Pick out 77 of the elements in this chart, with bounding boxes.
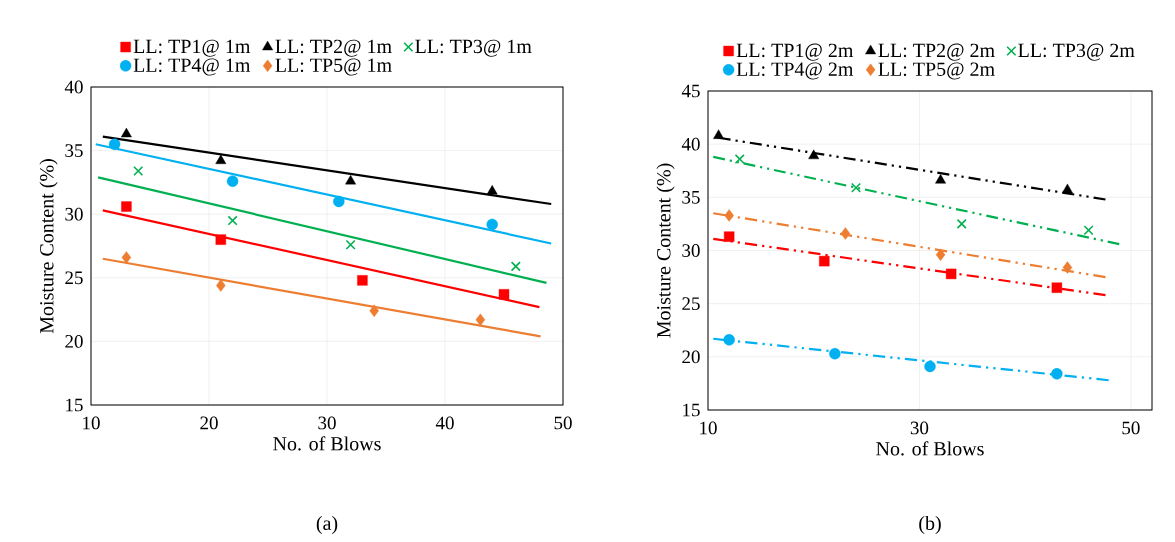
point — [1051, 282, 1063, 293]
x-tick-label: 30 — [910, 421, 929, 435]
x-tick-label: 50 — [554, 416, 572, 430]
y-tick-label: 25 — [65, 271, 83, 285]
point — [215, 154, 227, 164]
y-tick-label: 15 — [66, 398, 83, 412]
x-tick-label: 30 — [318, 416, 336, 430]
legend-label: LL: TP4@ 1m — [133, 58, 251, 76]
legend-label: LL: TP3@ 1m — [415, 39, 532, 57]
point — [840, 227, 851, 240]
point — [723, 231, 735, 242]
y-tick-label: 25 — [682, 297, 700, 311]
point — [345, 239, 356, 250]
point — [227, 215, 238, 226]
point — [108, 138, 121, 150]
x-tick-label: 10 — [700, 421, 717, 435]
point — [734, 154, 745, 165]
point — [808, 149, 820, 160]
point — [498, 289, 510, 300]
point — [956, 218, 967, 229]
y-tick-label: 30 — [65, 207, 83, 221]
text: (b) — [919, 515, 941, 535]
point — [945, 268, 957, 280]
y-tick-label: 30 — [682, 244, 700, 257]
point — [121, 127, 132, 138]
point — [924, 360, 936, 373]
x-tick-label: 20 — [200, 416, 218, 430]
legend-label: LL: TP4@ 2m — [736, 62, 854, 80]
point — [850, 182, 862, 193]
point — [226, 175, 239, 187]
legend-label: LL: TP5@ 1m — [275, 58, 392, 76]
point — [133, 165, 144, 176]
legend-label: LL: TP1@ 1m — [133, 39, 251, 57]
point — [829, 347, 841, 360]
x-axis-title: No. of Blows — [876, 441, 984, 456]
point — [510, 261, 521, 272]
x-tick-label: 50 — [1122, 421, 1140, 435]
y-tick-label: 35 — [65, 144, 83, 157]
point — [723, 334, 735, 346]
legend-label: LL: TP3@ 2m — [1018, 43, 1135, 61]
point — [475, 313, 486, 326]
point — [1051, 368, 1063, 380]
point — [121, 201, 132, 212]
y-tick-label: 20 — [65, 335, 83, 348]
point — [1083, 225, 1094, 236]
point — [121, 251, 132, 264]
point — [333, 195, 345, 208]
y-tick-label: 40 — [681, 137, 700, 151]
point — [819, 255, 830, 267]
point — [713, 129, 724, 139]
point — [486, 218, 498, 231]
point — [1062, 183, 1073, 194]
point — [486, 185, 498, 195]
y-axis-title: Moisture Content (%) — [39, 159, 58, 334]
point — [345, 174, 356, 185]
x-tick-label: 40 — [435, 416, 454, 430]
point — [935, 174, 946, 184]
y-tick-label: 35 — [682, 190, 700, 204]
point — [724, 209, 734, 222]
x-axis-title: No. of Blows — [273, 436, 381, 451]
y-axis-title: Moisture Content (%) — [656, 163, 675, 338]
y-tick-label: 20 — [682, 350, 700, 364]
point — [1062, 261, 1073, 274]
point — [215, 234, 226, 245]
text: (a) — [316, 515, 338, 535]
point — [216, 279, 226, 292]
y-tick-label: 15 — [683, 403, 700, 417]
x-tick-label: 10 — [83, 416, 100, 430]
legend-label: LL: TP2@ 1m — [275, 39, 392, 57]
y-tick-label: 40 — [64, 80, 83, 94]
legend-label: LL: TP5@ 2m — [878, 62, 995, 80]
y-tick-label: 45 — [681, 84, 700, 98]
point — [357, 275, 368, 286]
legend-label: LL: TP2@ 2m — [878, 43, 995, 61]
legend-label: LL: TP1@ 2m — [736, 43, 854, 61]
point — [369, 304, 379, 318]
point — [935, 248, 946, 261]
